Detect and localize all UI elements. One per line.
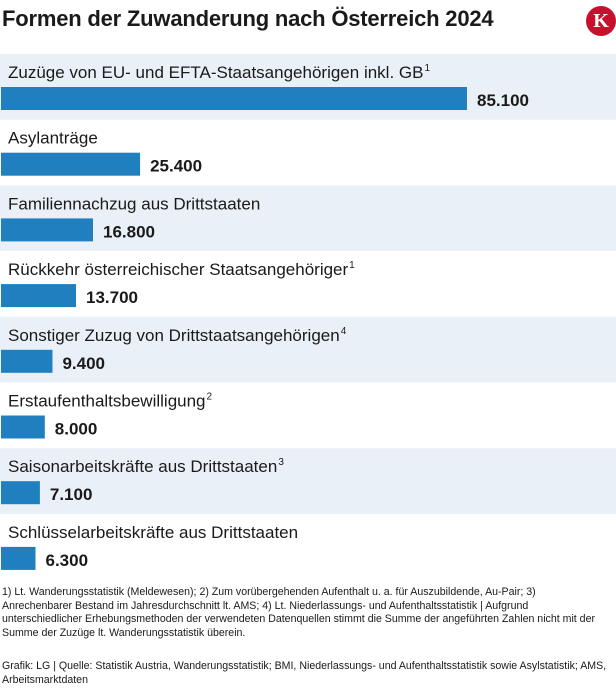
value-label: 13.700 bbox=[86, 288, 138, 307]
category-label: Saisonarbeitskräfte aus Drittstaaten3 bbox=[8, 457, 284, 476]
value-label: 25.400 bbox=[150, 157, 202, 176]
footnotes: 1) Lt. Wanderungsstatistik (Meldewesen);… bbox=[2, 586, 595, 639]
chart-title: Formen der Zuwanderung nach Österreich 2… bbox=[2, 6, 494, 31]
bar bbox=[1, 481, 40, 505]
footnote-mark: 4 bbox=[341, 326, 347, 337]
row-band bbox=[0, 185, 616, 252]
value-label: 85.100 bbox=[477, 91, 529, 110]
bar bbox=[1, 284, 77, 308]
category-label: Asylanträge bbox=[8, 129, 98, 148]
value-label: 6.300 bbox=[45, 551, 88, 570]
bar-chart: Zuzüge von EU- und EFTA-Staatsangehörige… bbox=[0, 54, 616, 570]
bar bbox=[1, 349, 53, 373]
source-note: Grafik: LG | Quelle: Statistik Austria, … bbox=[2, 660, 607, 686]
value-label: 9.400 bbox=[62, 354, 105, 373]
row-band bbox=[0, 448, 616, 514]
value-label: 16.800 bbox=[103, 222, 155, 241]
category-label: Familiennachzug aus Drittstaaten bbox=[8, 194, 260, 213]
bar bbox=[1, 218, 93, 242]
bar bbox=[1, 546, 36, 570]
footnote-mark: 2 bbox=[207, 392, 213, 403]
category-label: Rückkehr österreichischer Staatsangehöri… bbox=[8, 260, 355, 279]
footnote-mark: 3 bbox=[278, 457, 284, 468]
bar bbox=[1, 87, 467, 110]
category-label: Zuzüge von EU- und EFTA-Staatsangehörige… bbox=[8, 63, 430, 82]
category-label: Sonstiger Zuzug von Drittstaatsangehörig… bbox=[8, 326, 347, 345]
footnote-mark: 1 bbox=[424, 63, 430, 74]
bar bbox=[1, 152, 141, 176]
row-band bbox=[0, 316, 616, 383]
value-label: 8.000 bbox=[55, 420, 98, 439]
bar bbox=[1, 415, 45, 439]
publisher-logo: K bbox=[586, 6, 616, 36]
category-label: Schlüsselarbeitskräfte aus Drittstaaten bbox=[8, 523, 298, 542]
value-label: 7.100 bbox=[50, 485, 93, 504]
footnote-mark: 1 bbox=[349, 260, 355, 271]
category-label: Erstaufenthaltsbewilligung2 bbox=[8, 392, 213, 411]
